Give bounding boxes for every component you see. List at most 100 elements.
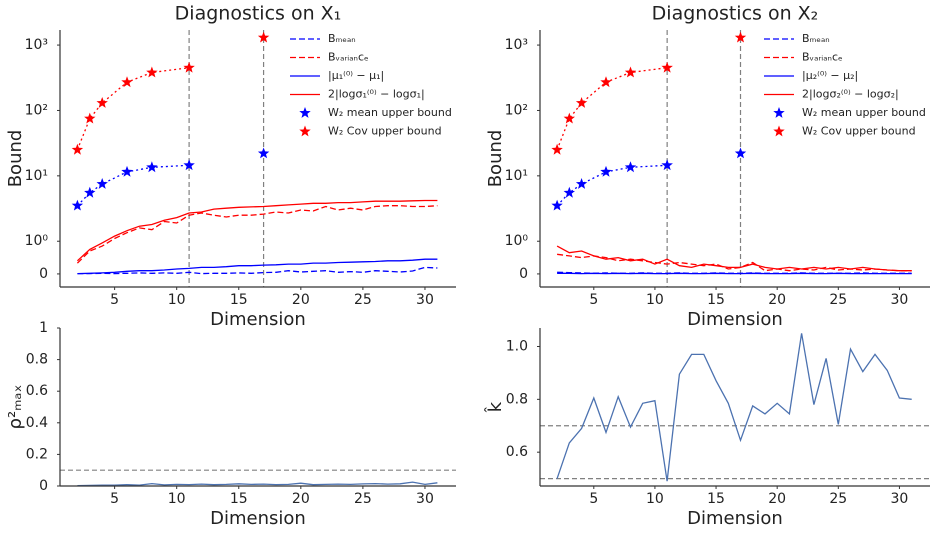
legend-marker	[299, 125, 311, 137]
legend-label: |μ₂⁽⁰⁾ − μ₂|	[802, 69, 858, 82]
legend-label: |μ₁⁽⁰⁾ − μ₁|	[328, 69, 384, 82]
star-marker	[600, 165, 612, 177]
y-tick-label: 0.2	[26, 446, 48, 462]
y-tick-label: 0.8	[26, 352, 48, 368]
x-axis-label: Dimension	[687, 309, 783, 330]
y-tick-label: 10³	[25, 37, 48, 53]
x-tick-label: 15	[230, 292, 248, 308]
star-marker	[183, 61, 195, 73]
star-marker	[121, 165, 133, 177]
legend-label: Bᵥₐᵣᵢₐₙcₑ	[802, 51, 843, 64]
x-tick-label: 15	[707, 292, 725, 308]
x-tick-label: 30	[891, 491, 909, 507]
x-axis-label: Dimension	[210, 508, 306, 529]
star-marker	[551, 199, 563, 211]
y-tick-label: 1	[39, 320, 48, 336]
y-tick-label: 0.4	[26, 415, 48, 431]
y-tick-label: 10⁰	[505, 233, 529, 249]
star-marker	[71, 143, 84, 155]
subplot: Diagnostics on X₁ Dimension Bound 5 10 15 20 25…	[5, 3, 456, 330]
legend: Bₘₑₐₙ Bᵥₐᵣᵢₐₙcₑ |μ₂⁽⁰⁾ − μ₂| 2|logσ₂⁽⁰⁾ − l…	[764, 32, 926, 138]
subplot: Diagnostics on X₂ Dimension Bound 5 10 15 20 25…	[485, 3, 930, 330]
legend-label: Bₘₑₐₙ	[802, 32, 830, 45]
legend-label: Bᵥₐᵣᵢₐₙcₑ	[328, 51, 369, 64]
y-axis-label: k̂	[485, 401, 506, 413]
legend-label: Bₘₑₐₙ	[328, 32, 356, 45]
series-line	[557, 154, 740, 206]
y-tick-label: 0.8	[506, 391, 528, 407]
star-marker	[84, 186, 96, 198]
y-tick-label: 0	[39, 266, 48, 282]
x-tick-label: 5	[110, 491, 119, 507]
y-tick-label: 0.6	[506, 444, 528, 460]
star-marker	[563, 112, 575, 124]
legend-marker	[299, 107, 311, 118]
x-tick-label: 10	[168, 491, 186, 507]
x-tick-label: 5	[110, 292, 119, 308]
x-tick-label: 20	[292, 292, 310, 308]
x-tick-label: 15	[707, 491, 725, 507]
y-tick-label: 0	[519, 266, 528, 282]
x-tick-label: 25	[829, 292, 847, 308]
x-tick-label: 30	[416, 292, 434, 308]
y-axis-label: ρ²ₘₐₓ	[5, 385, 26, 430]
x-tick-label: 20	[292, 491, 310, 507]
star-marker	[96, 97, 108, 108]
x-tick-label: 10	[646, 292, 664, 308]
series-line	[77, 38, 263, 150]
x-tick-label: 10	[168, 292, 186, 308]
x-tick-label: 25	[354, 292, 372, 308]
series-line	[77, 154, 263, 206]
star-marker	[563, 186, 575, 198]
y-tick-label: 1.0	[506, 338, 528, 354]
star-marker	[84, 112, 96, 124]
x-tick-label: 5	[589, 292, 598, 308]
legend-label: W₂ Cov upper bound	[328, 125, 442, 138]
star-marker	[661, 61, 673, 73]
legend-label: W₂ Cov upper bound	[802, 125, 916, 138]
y-tick-label: 10³	[505, 37, 528, 53]
series-line	[556, 245, 912, 272]
star-marker	[146, 66, 158, 78]
star-marker	[661, 159, 673, 171]
legend-marker	[773, 107, 785, 118]
legend-label: W₂ mean upper bound	[802, 106, 926, 119]
star-marker	[257, 147, 270, 159]
subplot-title: Diagnostics on X₁	[175, 3, 342, 25]
star-marker	[575, 97, 588, 108]
star-marker	[624, 66, 637, 78]
x-tick-label: 20	[768, 491, 786, 507]
series-line	[76, 199, 438, 262]
y-tick-label: 10¹	[25, 168, 48, 184]
y-tick-label: 10²	[25, 102, 48, 118]
legend-marker	[773, 125, 785, 137]
legend-label: W₂ mean upper bound	[328, 106, 452, 119]
y-tick-label: 0	[39, 478, 48, 494]
series-line	[77, 481, 438, 487]
x-axis-label: Dimension	[210, 309, 306, 330]
star-marker	[71, 199, 84, 211]
series-line	[76, 205, 438, 264]
star-marker	[624, 161, 637, 173]
legend-label: 2|logσ₂⁽⁰⁾ − logσ₂|	[802, 88, 899, 101]
x-tick-label: 15	[230, 491, 248, 507]
series-line	[77, 266, 438, 275]
x-axis-label: Dimension	[687, 508, 783, 529]
x-tick-label: 20	[768, 292, 786, 308]
legend: Bₘₑₐₙ Bᵥₐᵣᵢₐₙcₑ |μ₁⁽⁰⁾ − μ₁| 2|logσ₁⁽⁰⁾ − l…	[290, 32, 452, 138]
y-tick-label: 10¹	[505, 168, 528, 184]
x-tick-label: 10	[646, 491, 664, 507]
star-marker	[257, 31, 270, 43]
star-marker	[734, 147, 747, 159]
x-tick-label: 25	[829, 491, 847, 507]
star-marker	[183, 159, 195, 171]
star-marker	[146, 161, 158, 173]
x-tick-label: 5	[589, 491, 598, 507]
star-marker	[575, 178, 588, 189]
x-tick-label: 25	[354, 491, 372, 507]
series-line	[557, 38, 740, 150]
subplot: Dimension ρ²ₘₐₓ 5 10 15 20 25 30 0 0.2 0.4 0.6 0.8 1	[5, 320, 456, 529]
star-marker	[551, 143, 563, 155]
x-tick-label: 30	[416, 491, 434, 507]
